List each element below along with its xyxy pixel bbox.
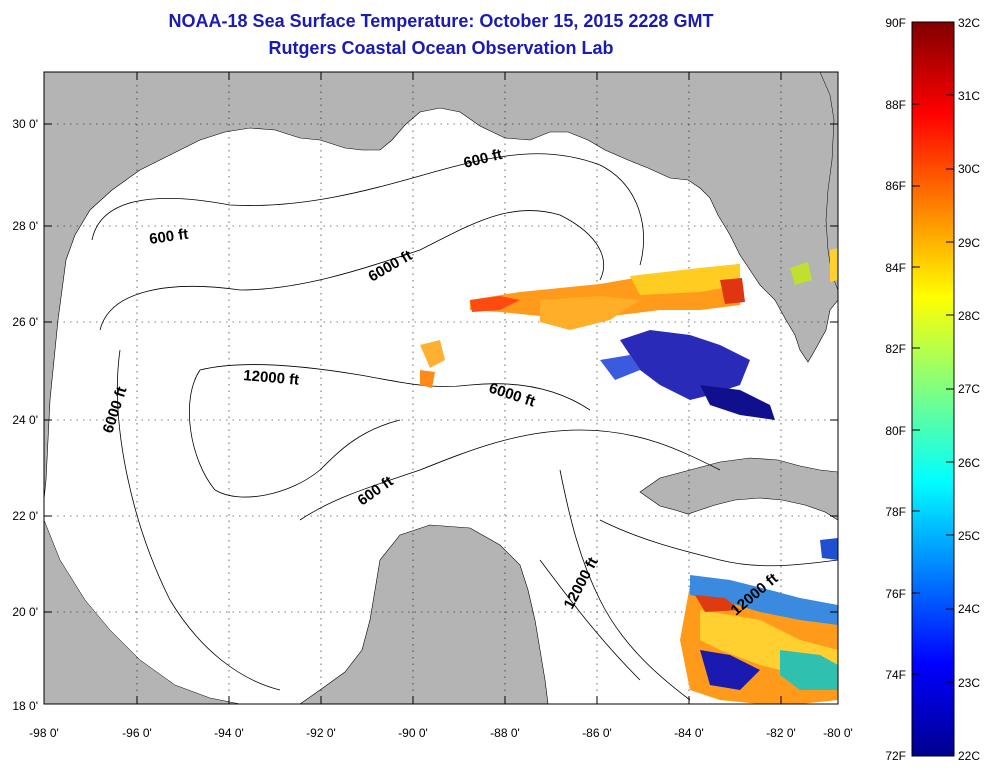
lat-label: 26 0' [12, 315, 38, 329]
lon-label: -98 0' [29, 726, 59, 740]
lat-labels: 30 0' 28 0' 26 0' 24 0' 22 0' 20 0' 18 0… [12, 117, 38, 713]
lon-label: -88 0' [490, 726, 520, 740]
lon-label: -82 0' [766, 726, 796, 740]
lat-label: 22 0' [12, 509, 38, 523]
lon-label: -84 0' [674, 726, 704, 740]
colorbar-c-label: 31C [958, 89, 980, 103]
lat-label: 30 0' [12, 117, 38, 131]
colorbar-f-label: 84F [885, 261, 906, 275]
colorbar-c-label: 29C [958, 236, 980, 250]
colorbar-c-label: 22C [958, 749, 980, 763]
colorbar-f-label: 76F [885, 587, 906, 601]
lat-label: 20 0' [12, 605, 38, 619]
colorbar-c-label: 32C [958, 16, 980, 30]
colorbar-c-label: 28C [958, 309, 980, 323]
map-area [44, 72, 838, 704]
colorbar-f-label: 72F [885, 749, 906, 763]
map-frame [43, 71, 839, 705]
lon-label: -96 0' [122, 726, 152, 740]
lon-labels: -98 0' -96 0' -94 0' -92 0' -90 0' -88 0… [29, 726, 853, 740]
colorbar-c-label: 24C [958, 602, 980, 616]
sst-swath-caribbean [680, 538, 838, 704]
map-ticks [43, 72, 839, 704]
land-us-coast [44, 72, 838, 501]
colorbar-f-label: 90F [885, 16, 906, 30]
colorbar-c-label: 26C [958, 456, 980, 470]
colorbar-f-label: 74F [885, 668, 906, 682]
lon-label: -92 0' [306, 726, 336, 740]
lat-label: 28 0' [12, 219, 38, 233]
colorbar-c-label: 25C [958, 529, 980, 543]
contour-label: 600 ft [148, 226, 189, 248]
colorbar-f-label: 86F [885, 179, 906, 193]
map-subtitle: Rutgers Coastal Ocean Observation Lab [268, 38, 614, 58]
bathymetry-contours [91, 153, 838, 701]
colorbar-f-label: 88F [885, 98, 906, 112]
colorbar-f-label: 78F [885, 505, 906, 519]
sst-swath-east-gulf [420, 248, 838, 420]
lon-label: -90 0' [398, 726, 428, 740]
colorbar-c-label: 27C [958, 382, 980, 396]
lat-label: 24 0' [12, 413, 38, 427]
land-cuba [639, 457, 838, 521]
colorbar-c-label: 23C [958, 676, 980, 690]
colorbar-f-label: 80F [885, 424, 906, 438]
lon-label: -86 0' [582, 726, 612, 740]
map-title: NOAA-18 Sea Surface Temperature: October… [168, 11, 714, 31]
colorbar: 90F 88F 86F 84F 82F 80F 78F 76F 74F 72F … [885, 16, 980, 763]
contour-label: 12000 ft [243, 367, 300, 389]
land-yucatan [299, 524, 549, 704]
colorbar-c-label: 30C [958, 162, 980, 176]
lon-label: -94 0' [214, 726, 244, 740]
lon-label: -80 0' [823, 726, 853, 740]
colorbar-f-label: 82F [885, 342, 906, 356]
lat-label: 18 0' [12, 699, 38, 713]
